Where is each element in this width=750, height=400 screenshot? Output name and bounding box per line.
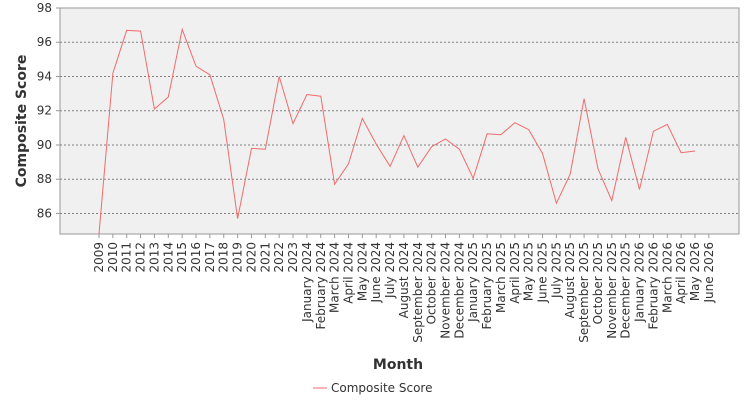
x-tick-label: April 2026 [674,242,688,304]
y-tick-label: 88 [37,172,52,186]
x-tick-label: 2022 [272,242,286,273]
x-tick-label: 2009 [92,242,106,273]
series-group [98,27,696,235]
gridlines [60,41,739,214]
x-tick-label: May 2026 [688,242,702,301]
x-tick-label: November 2025 [605,242,619,339]
x-tick-label: 2014 [161,242,175,273]
x-tick-label: April 2024 [341,242,355,304]
x-tick-label: 2021 [258,242,272,273]
x-tick-label: September 2025 [577,242,591,343]
x-axis-title: Month [373,357,423,373]
y-axis-title: Composite Score [14,55,30,188]
x-tick-label: December 2024 [452,242,466,339]
x-tick-label: 2015 [175,242,189,273]
x-tick-label: March 2026 [660,242,674,313]
x-tick-label: 2018 [217,242,231,273]
x-tick-label: August 2025 [563,242,577,318]
legend-label: Composite Score [331,381,432,395]
y-tick-label: 86 [37,206,52,220]
series-line [98,27,696,235]
x-tick-label: July 2025 [549,242,563,299]
x-tick-label: 2011 [120,242,134,273]
x-tick-label: November 2024 [439,242,453,339]
legend: Composite Score [313,381,432,395]
x-tick-label: June 2026 [702,242,716,304]
x-tick-label: October 2024 [425,242,439,324]
x-tick-label: April 2025 [508,242,522,304]
x-tick-label: January 2026 [633,242,647,323]
x-tick-label: September 2024 [411,242,425,343]
x-tick-label: October 2025 [591,242,605,324]
x-tick-label: May 2024 [355,242,369,301]
x-tick-label: 2023 [286,242,300,273]
x-tick-label: 2012 [134,242,148,273]
y-axis-ticks: 86 88 90 92 94 96 98 [37,1,60,220]
x-tick-label: 2010 [106,242,120,273]
x-tick-label: February 2026 [646,242,660,330]
x-tick-label: June 2025 [536,242,550,304]
x-tick-label: 2016 [189,242,203,273]
x-tick-label: March 2024 [328,242,342,313]
x-tick-label: July 2024 [383,242,397,299]
plot-area [59,7,740,235]
x-tick-label: February 2025 [480,242,494,330]
x-tick-label: January 2024 [300,242,314,323]
x-tick-label: February 2024 [314,242,328,330]
x-tick-label: 2020 [244,242,258,273]
x-axis-ticks: 2009 2010 2011 2012 2013 2014 2015 2016 2017 2018… [92,234,716,343]
x-tick-label: January 2025 [466,242,480,323]
x-tick-label: December 2025 [619,242,633,339]
x-tick-label: 2013 [147,242,161,273]
x-tick-label: March 2025 [494,242,508,313]
x-tick-label: 2017 [203,242,217,273]
y-tick-label: 98 [37,1,52,15]
x-tick-label: 2019 [231,242,245,273]
y-tick-label: 94 [37,69,52,83]
y-tick-label: 96 [37,35,52,49]
x-tick-label: June 2024 [369,242,383,304]
y-tick-label: 90 [37,138,52,152]
x-tick-label: August 2024 [397,242,411,318]
x-tick-label: May 2025 [522,242,536,301]
y-tick-label: 92 [37,104,52,118]
